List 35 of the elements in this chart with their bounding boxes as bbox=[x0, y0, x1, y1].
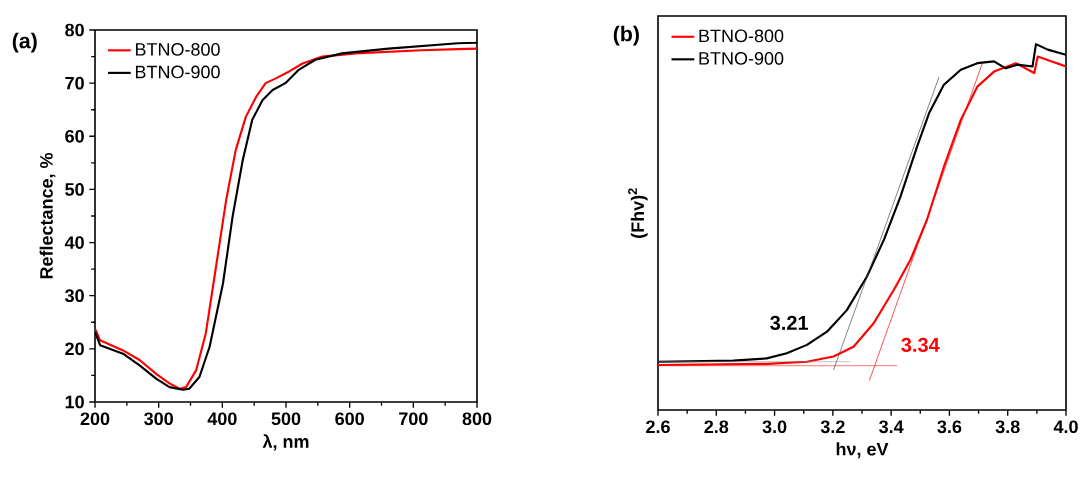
x-axis-title: λ, nm bbox=[262, 434, 309, 451]
x-tick-label: 3.8 bbox=[995, 420, 1020, 434]
y-tick-label: 40 bbox=[64, 236, 84, 249]
x-tick-label: 600 bbox=[335, 412, 364, 426]
legend-label: BTNO-900 bbox=[135, 65, 220, 79]
y-tick-label: 30 bbox=[65, 289, 84, 303]
y-tick-label: 70 bbox=[65, 76, 84, 90]
x-tick-label: 400 bbox=[207, 412, 237, 426]
x-tick-label: 3.0 bbox=[762, 420, 787, 434]
y-tick-label: 60 bbox=[65, 129, 84, 143]
x-tick-label: 3.2 bbox=[820, 420, 845, 434]
annotation: 3.21 bbox=[770, 315, 809, 331]
y-tick-label: 50 bbox=[65, 183, 84, 196]
x-tick-label: 2.6 bbox=[646, 420, 670, 434]
y-tick-label: 80 bbox=[65, 23, 84, 37]
x-tick-label: 3.6 bbox=[937, 420, 962, 434]
chart-title: (b) bbox=[613, 25, 639, 46]
x-tick-label: 500 bbox=[271, 412, 301, 426]
x-tick-label: 200 bbox=[80, 412, 110, 426]
y-axis-title: Reflectance, % bbox=[39, 152, 56, 279]
legend-label: BTNO-800 bbox=[135, 43, 220, 56]
y-tick-label: 20 bbox=[65, 342, 84, 356]
y-tick-label: 10 bbox=[65, 395, 84, 409]
chart-title: (a) bbox=[12, 32, 37, 53]
x-tick-label: 3.4 bbox=[879, 420, 904, 434]
x-tick-label: 700 bbox=[399, 412, 428, 426]
x-tick-label: 800 bbox=[462, 412, 492, 426]
x-tick-label: 4.0 bbox=[1053, 420, 1078, 434]
annotation: 3.34 bbox=[901, 337, 940, 352]
x-tick-label: 2.8 bbox=[704, 420, 729, 434]
x-axis-title: hν, eV bbox=[836, 442, 889, 459]
legend-label: BTNO-900 bbox=[699, 52, 784, 65]
y-axis-title: (Fhv)$^{2}$ bbox=[628, 188, 648, 238]
x-tick-label: 300 bbox=[144, 412, 173, 426]
legend-label: BTNO-800 bbox=[699, 29, 784, 43]
